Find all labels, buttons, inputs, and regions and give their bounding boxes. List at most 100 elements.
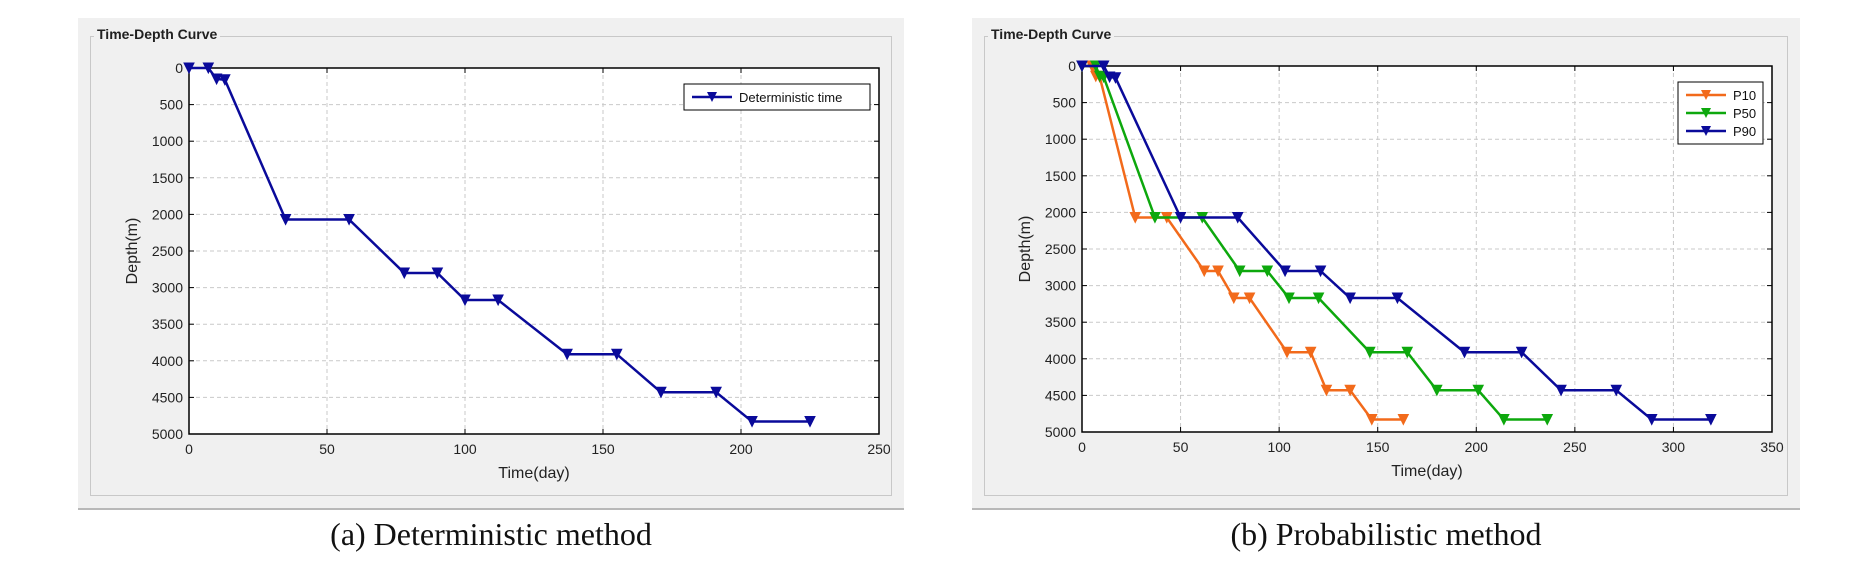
y-tick-label: 2500 (152, 243, 183, 259)
x-tick-label: 300 (1662, 439, 1686, 455)
data-point-p50 (1261, 265, 1274, 278)
y-tick-label: 0 (1068, 58, 1076, 74)
x-tick-label: 350 (1760, 439, 1784, 455)
legend-marker-p10 (1701, 90, 1711, 100)
y-tick-label: 2500 (1045, 241, 1076, 257)
data-point-deterministic-time (492, 294, 504, 307)
data-point-deterministic-time (459, 294, 471, 307)
data-point-p90 (1555, 384, 1567, 397)
data-point-p90 (1231, 212, 1244, 224)
data-point-p50 (1431, 384, 1443, 397)
y-axis-label: Depth(m) (1017, 216, 1034, 283)
y-tick-label: 500 (1053, 95, 1077, 111)
caption-deterministic: (a) Deterministic method (330, 516, 652, 552)
y-tick-label: 2000 (152, 206, 183, 222)
legend-marker-p90 (1701, 126, 1711, 136)
data-point-p10 (1344, 384, 1356, 397)
data-point-p90 (1458, 346, 1471, 359)
y-tick-label: 1000 (152, 133, 183, 149)
data-point-p10 (1397, 414, 1410, 426)
x-tick-label: 0 (185, 441, 193, 457)
x-tick-label: 0 (1078, 439, 1086, 455)
y-tick-label: 4000 (1045, 351, 1076, 367)
data-point-p10 (1304, 346, 1317, 359)
y-tick-label: 3500 (1045, 314, 1076, 330)
data-point-deterministic-time (710, 386, 722, 399)
data-point-deterministic-time (183, 62, 195, 75)
x-tick-label: 50 (319, 441, 335, 457)
y-tick-label: 4500 (1045, 387, 1076, 403)
y-axis-label: Depth(m) (124, 218, 141, 285)
data-point-p90 (1174, 212, 1187, 224)
caption-probabilistic: (b) Probabilistic method (1230, 516, 1542, 552)
chart-panel-probabilistic: Time-Depth Curve 0 50 100 150 200 250 300 350 0 5… (972, 18, 1800, 510)
data-point-deterministic-time (210, 73, 223, 86)
legend-entry-p90: P90 (1733, 124, 1756, 139)
data-point-p90 (1610, 384, 1623, 397)
legend-marker-deterministic-time (707, 92, 717, 102)
legend-entry-p10: P10 (1733, 88, 1756, 103)
x-tick-label: 200 (729, 441, 753, 457)
y-tick-label: 5000 (152, 426, 183, 442)
data-point-p50 (1541, 414, 1554, 426)
panel-title: Time-Depth Curve (988, 26, 1115, 42)
data-point-deterministic-time (431, 267, 444, 280)
data-point-p50 (1472, 384, 1485, 397)
data-point-p90 (1705, 414, 1717, 426)
data-point-p10 (1365, 414, 1378, 426)
y-tick-label: 1500 (1045, 168, 1076, 184)
y-tick-label: 4500 (152, 389, 183, 405)
data-point-p10 (1212, 265, 1224, 278)
x-tick-label: 150 (1366, 439, 1390, 455)
data-point-p50 (1283, 292, 1295, 305)
data-point-p10 (1227, 292, 1240, 305)
data-point-p10 (1281, 346, 1293, 359)
data-point-deterministic-time (279, 214, 292, 226)
y-tick-label: 1500 (152, 170, 183, 186)
y-tick-label: 5000 (1045, 424, 1076, 440)
y-tick-label: 500 (160, 97, 184, 113)
series-line-deterministic-time (189, 66, 810, 423)
data-point-p90 (1314, 265, 1327, 278)
x-tick-label: 200 (1465, 439, 1489, 455)
x-tick-label: 100 (453, 441, 477, 457)
data-point-deterministic-time (561, 348, 573, 361)
data-point-deterministic-time (746, 416, 758, 428)
legend-marker-p50 (1701, 108, 1711, 118)
data-point-p10 (1320, 384, 1333, 397)
data-point-p10 (1198, 265, 1211, 278)
legend-entry-p50: P50 (1733, 106, 1756, 121)
y-tick-label: 2000 (1045, 204, 1076, 220)
data-point-p90 (1645, 414, 1658, 426)
data-point-p50 (1498, 414, 1510, 426)
data-point-p10 (1243, 292, 1256, 305)
x-axis-label: Time(day) (1391, 463, 1462, 480)
data-point-deterministic-time (202, 62, 215, 75)
data-point-p10 (1129, 212, 1142, 224)
y-tick-label: 3000 (152, 280, 183, 296)
data-point-deterministic-time (804, 416, 816, 428)
chart-probabilistic: 0 50 100 150 200 250 300 3500500100015002000250… (1017, 58, 1784, 480)
data-point-p50 (1233, 265, 1246, 278)
panel-title: Time-Depth Curve (94, 26, 221, 42)
data-point-p50 (1312, 292, 1325, 305)
chart-deterministic: 0 50 100 150 200 2500500100015002000250030003… (124, 60, 891, 482)
data-point-p90 (1279, 265, 1291, 278)
data-point-deterministic-time (343, 214, 355, 226)
y-tick-label: 1000 (1045, 131, 1076, 147)
x-tick-label: 250 (867, 441, 891, 457)
data-point-p90 (1109, 72, 1122, 84)
data-point-p50 (1364, 346, 1376, 359)
data-point-deterministic-time (398, 267, 411, 280)
data-point-p90 (1344, 292, 1356, 305)
data-point-deterministic-time (610, 348, 623, 361)
data-point-deterministic-time (219, 74, 231, 86)
data-point-p50 (1149, 212, 1161, 224)
x-tick-label: 50 (1173, 439, 1189, 455)
x-tick-label: 100 (1267, 439, 1291, 455)
data-point-p90 (1515, 346, 1528, 359)
y-tick-label: 3500 (152, 316, 183, 332)
data-point-p90 (1076, 60, 1088, 73)
y-tick-label: 4000 (152, 353, 183, 369)
x-tick-label: 150 (591, 441, 615, 457)
